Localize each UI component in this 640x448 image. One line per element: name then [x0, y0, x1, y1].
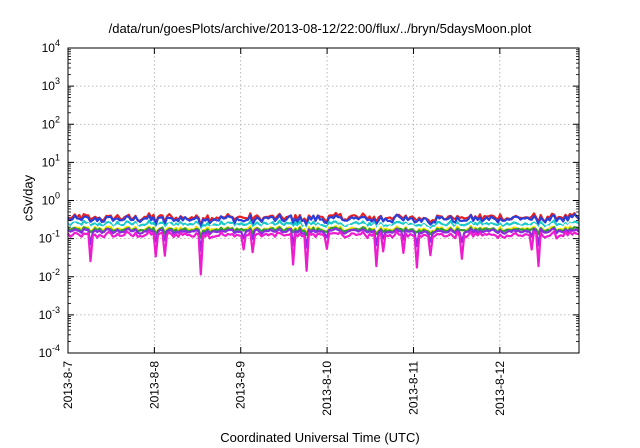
chart-title: /data/run/goesPlots/archive/2013-08-12/2…: [108, 21, 532, 36]
series-line: [67, 222, 580, 234]
y-tick-label: 104: [42, 38, 60, 55]
x-tick-label: 2013-8-11: [406, 361, 420, 415]
series-line: [67, 219, 580, 232]
series-line: [67, 227, 580, 252]
x-tick-label: 2013-8-10: [320, 361, 334, 416]
x-tick-label: 2013-8-7: [61, 361, 75, 409]
x-tick-label: 2013-8-12: [493, 361, 507, 416]
y-tick-label: 100: [42, 191, 60, 208]
series-line: [67, 213, 580, 229]
y-tick-label: 102: [42, 114, 60, 131]
series-line: [67, 211, 580, 227]
y-tick-label: 10-2: [39, 267, 60, 284]
y-tick-label: 101: [42, 152, 60, 169]
axis-ticks: 10-4 10-3 10-2 10-1 100 101 102 103 104 2013-8-7 2…: [39, 38, 579, 416]
x-tick-label: 2013-8-9: [234, 361, 248, 409]
y-tick-label: 10-4: [39, 343, 60, 360]
series-group: [67, 211, 580, 276]
y-tick-label: 10-3: [39, 305, 60, 322]
y-tick-label: 103: [42, 76, 60, 93]
x-tick-label: 2013-8-8: [147, 361, 161, 409]
x-axis-label: Coordinated Universal Time (UTC): [220, 430, 420, 445]
grid: [68, 48, 579, 353]
y-tick-label: 10-1: [39, 229, 60, 246]
series-line: [67, 230, 580, 276]
